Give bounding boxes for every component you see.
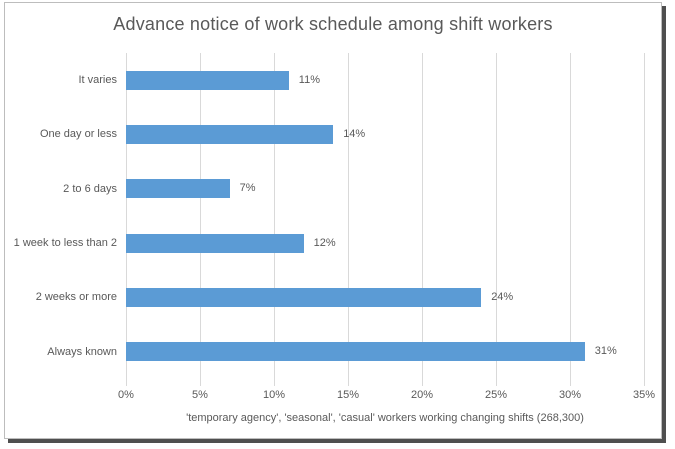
x-tick-label: 30% [558,389,582,401]
category-label: One day or less [39,128,117,141]
value-label: 7% [239,182,256,195]
category-label: 2 weeks or more [35,291,117,304]
bar [126,233,304,253]
gridline [644,53,645,379]
axis-tick [126,379,127,386]
axis-tick [496,379,497,386]
axis-tick [348,379,349,386]
value-label: 11% [298,73,320,86]
x-tick-label: 15% [336,389,360,401]
axis-tick [570,379,571,386]
gridline [422,53,423,379]
category-label: Always known [47,345,117,358]
chart-title: Advance notice of work schedule among sh… [113,14,553,34]
axis-tick [422,379,423,386]
axis-tick [274,379,275,386]
category-label: 1 week to less than 2 [13,237,117,250]
value-label: 14% [343,128,366,140]
bar [126,70,289,90]
chart-image-frame: Advance notice of work schedule among sh… [4,2,662,439]
value-label: 24% [491,291,514,303]
category-label: 2 to 6 days [63,182,117,195]
plot-area: 11% 14% 7% 12% 24% 31% [126,53,645,386]
x-tick-label: 5% [192,389,208,401]
category-label: It varies [78,74,117,87]
bar [126,288,482,307]
x-tick-label: 35% [632,389,656,401]
axis-tick [644,379,645,386]
x-tick-label: 25% [484,389,508,401]
x-axis-title: 'temporary agency', 'seasonal', 'casual'… [186,412,584,424]
x-tick-label: 20% [410,389,434,401]
gridline [200,53,201,379]
x-tick-label: 10% [262,389,286,401]
bar [126,125,334,144]
gridline [496,53,497,379]
bar [126,342,585,362]
x-tick-label: 0% [118,389,134,401]
gridline [570,53,571,379]
value-label: 12% [313,236,336,249]
value-label: 31% [594,345,617,358]
axis-tick [200,379,201,386]
gridline [126,53,127,379]
gridline [348,53,349,379]
gridline [274,53,275,379]
bar [126,179,230,199]
